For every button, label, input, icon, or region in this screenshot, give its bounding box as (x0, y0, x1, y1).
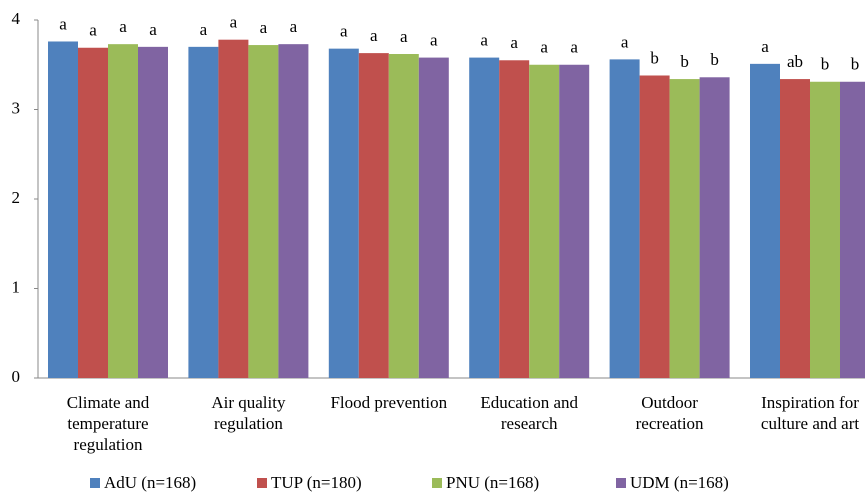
bar (750, 63, 780, 378)
bar (639, 75, 670, 379)
bar (699, 77, 730, 378)
x-tick-label: Climate and (67, 393, 150, 412)
legend-label: UDM (n=168) (630, 473, 729, 492)
significance-letter: a (200, 20, 208, 39)
significance-letter: a (480, 30, 488, 49)
significance-letter: a (761, 37, 769, 56)
x-tick-label: Outdoor (641, 393, 698, 412)
bar (248, 45, 279, 379)
x-tick-label: regulation (214, 414, 283, 433)
significance-letter: b (851, 55, 860, 74)
x-tick-label: regulation (74, 435, 143, 454)
significance-letter: a (370, 26, 378, 45)
bar (388, 54, 419, 378)
bar (609, 59, 640, 378)
x-tick-label: Air quality (211, 393, 286, 412)
x-tick-label: Flood prevention (330, 393, 447, 412)
x-tick-label: research (501, 414, 558, 433)
significance-letter: a (290, 17, 298, 36)
legend-swatch (432, 478, 442, 488)
bar (108, 44, 138, 378)
legend-swatch (90, 478, 100, 488)
significance-letter: a (89, 21, 97, 40)
significance-letter: a (570, 38, 578, 57)
significance-letter: a (340, 22, 348, 41)
legend-label: PNU (n=168) (446, 473, 539, 492)
significance-letter: b (650, 48, 659, 67)
y-tick-label: 1 (12, 277, 21, 296)
bar (780, 79, 810, 378)
x-tick-label: Inspiration for (761, 393, 859, 412)
bar (278, 44, 309, 378)
bar (559, 64, 590, 378)
significance-letter: b (821, 55, 830, 74)
significance-letter: a (260, 18, 268, 37)
bar (78, 47, 108, 379)
legend-label: AdU (n=168) (104, 473, 196, 492)
x-tick-label: temperature (67, 414, 148, 433)
bar (499, 60, 530, 379)
bar (328, 48, 359, 378)
significance-letter: a (400, 27, 408, 46)
bar (218, 39, 249, 378)
legend-swatch (257, 478, 267, 488)
x-tick-label: culture and art (761, 414, 859, 433)
bar (418, 57, 449, 379)
bar (529, 64, 560, 378)
y-tick-label: 0 (12, 367, 21, 386)
y-tick-label: 2 (12, 188, 21, 207)
bar (358, 53, 389, 379)
significance-letter: ab (787, 52, 803, 71)
x-tick-label: recreation (636, 414, 704, 433)
x-tick-label: Education and (480, 393, 578, 412)
bar (188, 46, 219, 378)
significance-letter: a (621, 32, 629, 51)
significance-letter: a (430, 30, 438, 49)
significance-letter: a (149, 20, 157, 39)
bar (48, 41, 78, 378)
bar (669, 79, 700, 378)
bar (840, 81, 865, 378)
bar (810, 81, 840, 378)
bar (138, 46, 168, 378)
legend-label: TUP (n=180) (271, 473, 362, 492)
significance-letter: a (230, 13, 238, 32)
significance-letter: a (540, 38, 548, 57)
bar (469, 57, 500, 379)
legend-swatch (616, 478, 626, 488)
significance-letter: b (680, 52, 689, 71)
significance-letter: a (59, 14, 67, 33)
y-tick-label: 4 (12, 9, 21, 28)
y-tick-label: 3 (12, 98, 21, 117)
significance-letter: a (119, 17, 127, 36)
significance-letter: a (510, 33, 518, 52)
significance-letter: b (710, 50, 719, 69)
